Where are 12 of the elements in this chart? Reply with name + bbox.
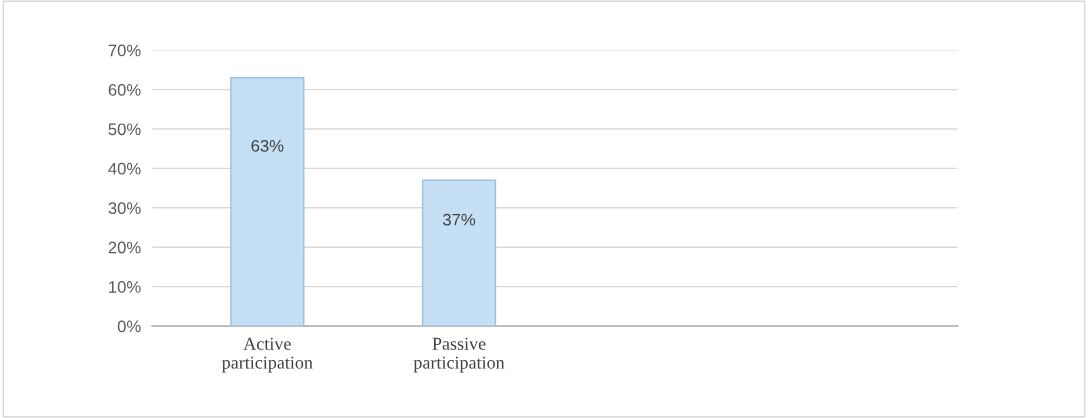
y-tick-label: 50% [108,123,141,136]
y-tick-label: 60% [108,83,141,96]
data-label: 37% [442,213,476,226]
y-tick-label: 70% [108,44,141,57]
y-tick-label: 30% [108,202,141,215]
y-tick-label: 10% [109,281,141,293]
y-tick-label: 40% [108,162,141,175]
y-tick-label: 20% [108,241,141,254]
x-tick-label: Passive participation [413,337,505,373]
x-tick-label: Active participation [222,337,313,373]
data-label: 63% [251,139,284,152]
y-tick-label: 0% [117,320,141,333]
